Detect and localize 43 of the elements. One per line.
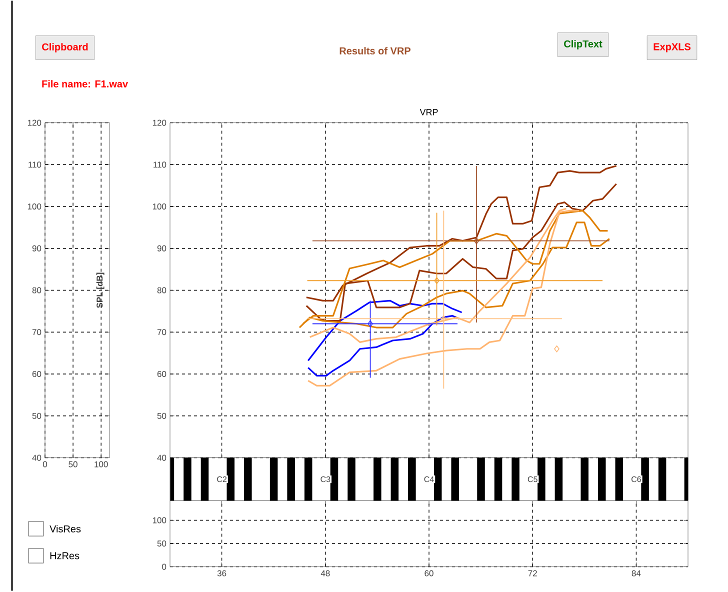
text: C2 [217,476,227,482]
y-tick-label: 50 [157,540,166,547]
chart-title: VRP [420,109,438,116]
y-tick-label: 50 [157,413,166,420]
text: ExpXLS [654,43,691,53]
y-tick-label: 60 [157,371,166,378]
text: ClipText [564,40,602,50]
x-tick-label: 0 [42,462,48,468]
text: HzRes [50,552,80,560]
y-tick-label: 110 [154,162,166,168]
y-tick-label: 60 [32,371,42,378]
y-tick-label: 70 [32,329,42,336]
text: C6 [632,476,641,482]
y-tick-label: 90 [157,246,166,252]
y-tick-label: 100 [28,204,42,210]
y-tick-label: 40 [157,454,166,462]
y-tick-label: 70 [157,329,166,336]
x-tick-label: 60 [424,570,434,577]
text: Results of VRP [340,47,410,55]
y-tick-label: 100 [152,518,166,524]
x-tick-label: 72 [528,570,537,576]
y-tick-label: 40 [32,454,42,462]
x-tick-label: 84 [632,570,641,577]
y-tick-label: 50 [32,413,42,420]
y-tick-label: 80 [32,287,42,294]
x-tick-label: 100 [94,462,108,468]
y-tick-label: 120 [152,120,166,126]
y-tick-label: 100 [152,204,166,210]
y-tick-label: 90 [32,246,42,252]
text: VisRes [50,525,81,533]
y-tick-label: 0 [162,564,166,570]
text: C4 [424,476,434,482]
x-tick-label: 48 [320,570,330,577]
x-tick-label: 36 [217,570,226,577]
x-tick-label: 50 [68,462,78,468]
y-tick-label: 80 [157,287,166,294]
text: Clipboard [42,43,88,53]
text: C3 [320,476,330,482]
y-axis-title: SPL [dB] [96,273,104,308]
text: File name: F1.wav [42,80,128,88]
y-tick-label: 110 [28,162,42,168]
y-tick-label: 120 [28,120,42,126]
text: C5 [528,476,538,482]
